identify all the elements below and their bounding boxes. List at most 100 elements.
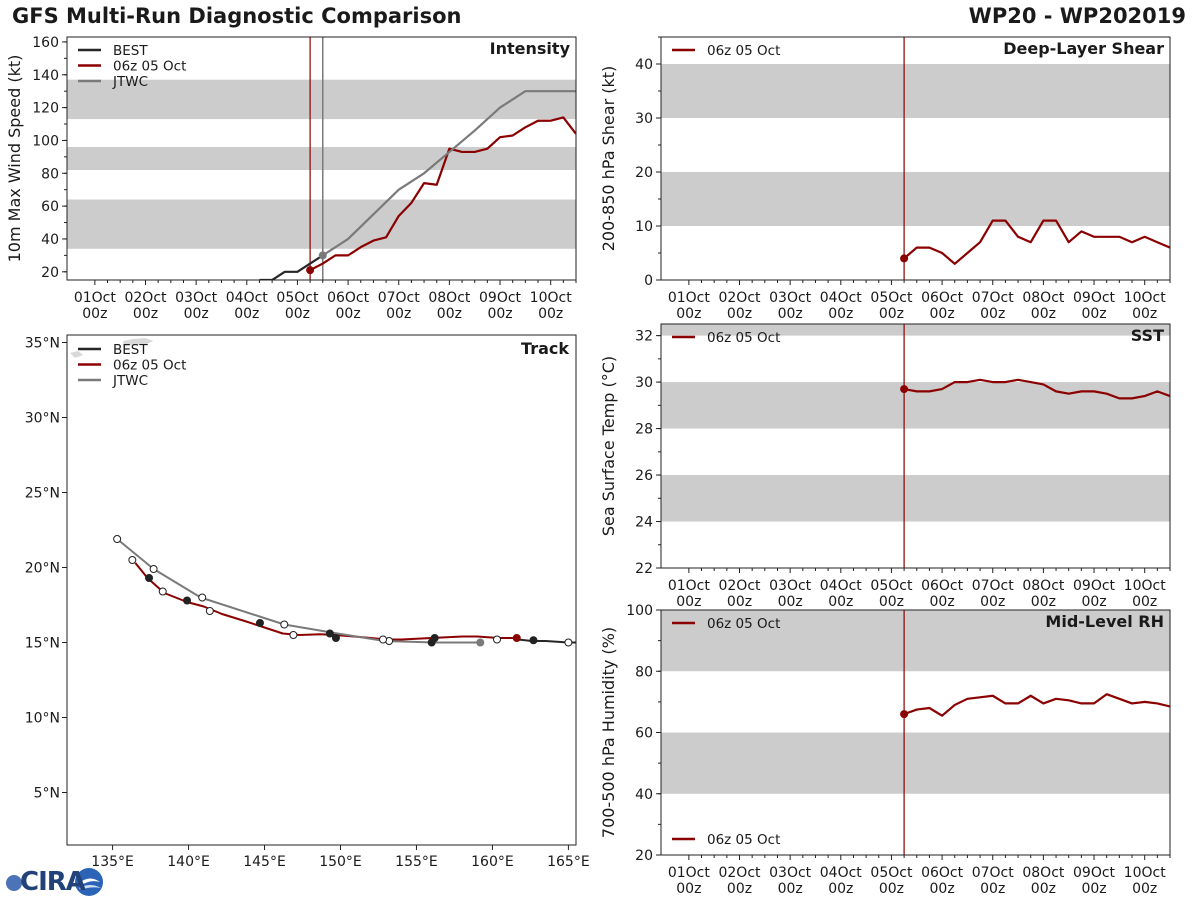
rh-band-1 [661,610,1170,672]
sst-ytick-label: 24 [635,515,653,531]
shear-xtick-label: 09Oct [1073,290,1116,306]
sst-xtick-label: 07Oct [972,578,1015,594]
rh-xtick-label: 05Oct [870,865,913,881]
rh-xtick-label: 09Oct [1073,865,1116,881]
track-marker [128,556,137,564]
sst-series-06z-05-oct [903,378,1170,400]
sst-xtick-label: 00z [1031,594,1056,610]
intensity-series-group [259,90,576,280]
rh-series-06z-05-oct [903,693,1170,717]
shear-xtick-label: 00z [1031,306,1056,322]
intensity-band-0 [67,199,576,249]
rh-band-0 [661,732,1170,794]
intensity-series-best [259,254,324,280]
intensity-legend-label: JTWC [112,74,148,90]
rh-ytick-label: 40 [635,787,653,803]
rh-ytick-label: 80 [635,664,653,680]
intensity-xtick-label: 00z [133,306,158,322]
track-marker [280,620,289,629]
intensity-marker [306,266,315,275]
track-panel: 135°E 140°E 145°E 150°E 155°E 160°E 165°E 5°N 10… [25,334,590,870]
logo-text: CIRA [20,867,86,897]
intensity-xtick-label: 05Oct [276,290,319,306]
rh-ytick-label: 100 [626,603,653,619]
rh-xtick-label: 00z [727,881,752,897]
sst-xtick-label: 00z [727,594,752,610]
track-marker [198,593,207,602]
rh-marker [900,710,909,719]
rh-xtick-label: 00z [828,881,853,897]
shear-xtick-label: 00z [1132,306,1157,322]
shear-ytick-label: 10 [635,219,653,235]
shear-ytick-label: 20 [635,165,653,181]
track-marker [331,634,340,642]
track-series-jtwc [116,538,481,644]
track-marker [325,629,334,638]
rh-xtick-label: 00z [1081,881,1106,897]
shear-title: Deep-Layer Shear [1003,39,1164,58]
rh-panel: 2040608010001Oct00z02Oct00z03Oct00z04Oct… [599,603,1171,897]
rh-xtick-label: 00z [1132,881,1157,897]
track-marker [183,596,192,605]
intensity-ytick-label: 80 [41,166,59,182]
track-marker [564,638,573,647]
track-series-06z-05-oct [134,562,519,641]
sst-xtick-label: 04Oct [820,578,863,594]
rh-ytick-label: 20 [635,848,653,864]
track-legend-label: 06z 05 Oct [113,358,186,374]
track-xtick-label: 165°E [547,854,590,870]
page-title: GFS Multi-Run Diagnostic Comparison [12,4,462,28]
track-ytick-label: 30°N [25,411,60,427]
track-xtick-label: 150°E [319,854,362,870]
sst-ytick-label: 28 [635,422,653,438]
sst-legend-label: 06z 05 Oct [707,330,780,346]
sst-xtick-label: 00z [1132,594,1157,610]
rh-xtick-label: 00z [930,881,955,897]
sst-xtick-label: 05Oct [870,578,913,594]
sst-xtick-label: 00z [676,594,701,610]
rh-xtick-label: 00z [980,881,1005,897]
storm-id: WP20 - WP202019 [968,4,1186,28]
sst-xtick-label: 10Oct [1124,578,1167,594]
intensity-ytick-label: 60 [41,199,59,215]
shear-ytick-label: 0 [644,273,653,289]
intensity-xtick-label: 10Oct [530,290,573,306]
land-shape [123,338,154,347]
rh-xtick-label: 04Oct [820,865,863,881]
intensity-xtick-label: 00z [538,306,563,322]
sst-xtick-label: 00z [980,594,1005,610]
shear-xtick-label: 00z [930,306,955,322]
rh-series-group [903,693,1170,717]
track-ytick-label: 15°N [25,636,60,652]
rh-xtick-label: 01Oct [668,865,711,881]
intensity-ylabel: 10m Max Wind Speed (kt) [5,55,24,263]
sst-xtick-label: 00z [778,594,803,610]
shear-xtick-label: 00z [727,306,752,322]
shear-series-group [903,219,1170,265]
sst-title: SST [1131,326,1164,345]
intensity-series-06z-05-oct [309,116,576,272]
rh-ylabel: 700-500 hPa Humidity (%) [599,627,618,838]
rh-legend-label: 06z 05 Oct [707,616,780,632]
track-ytick-label: 5°N [34,786,60,802]
track-frame [66,334,577,846]
intensity-ytick-label: 20 [41,265,59,281]
track-xtick-label: 155°E [395,854,438,870]
track-marker [289,631,298,639]
rh-xtick-label: 10Oct [1124,865,1167,881]
intensity-frame [66,36,577,281]
sst-xtick-label: 00z [828,594,853,610]
intensity-series-jtwc [322,90,576,257]
rh-ytick-label: 60 [635,726,653,742]
track-marker [529,636,538,645]
track-marker [158,587,167,596]
shear-ytick-label: 40 [635,57,653,73]
shear-panel: 01020304001Oct00z02Oct00z03Oct00z04Oct00… [599,36,1171,322]
intensity-band-2 [67,79,576,120]
intensity-ytick-label: 160 [32,35,59,51]
track-legend-label: BEST [113,342,148,358]
track-marker [145,574,154,582]
track-marker [379,635,388,644]
sst-xtick-label: 06Oct [921,578,964,594]
